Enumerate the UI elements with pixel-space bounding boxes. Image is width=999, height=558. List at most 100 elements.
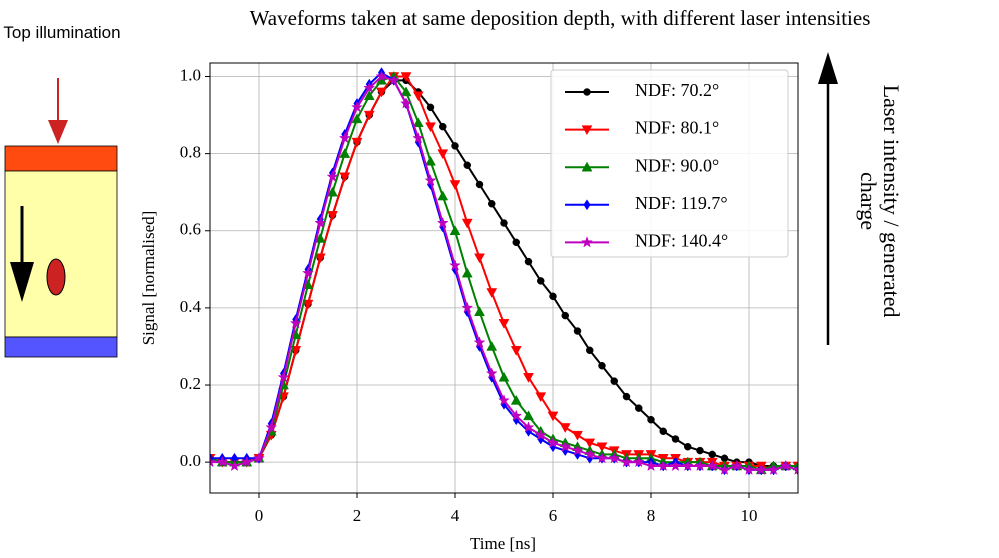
marker [706,459,719,472]
marker [534,428,547,441]
marker [461,301,474,313]
marker [474,306,485,316]
marker [524,257,533,266]
marker [314,216,327,229]
marker [363,90,375,101]
marker [277,371,290,383]
marker [338,131,351,144]
y-tick-label: 1.0 [180,65,201,84]
marker [659,427,667,436]
legend-marker [583,88,591,96]
marker [537,277,545,285]
plot-frame [209,62,799,494]
legend-marker [581,125,593,136]
marker [498,394,510,406]
marker [461,218,473,229]
marker [681,459,694,472]
marker [351,137,363,148]
marker [708,450,716,459]
marker [210,455,216,468]
marker [572,430,583,441]
marker [549,292,557,301]
marker [253,452,265,464]
marker [586,346,594,355]
marker [684,442,692,451]
marker [608,452,621,464]
marker [547,411,559,422]
marker [635,404,643,412]
marker [400,97,412,109]
legend-label: NDF: 90.0° [635,155,719,175]
legend-marker [583,199,591,211]
marker [473,336,486,348]
chart-title: Waveforms taken at same deposition depth… [250,6,871,30]
marker [622,392,631,401]
marker [598,361,606,370]
marker [314,253,326,264]
marker [510,346,522,356]
marker [451,142,459,150]
marker [375,70,388,82]
legend-label: NDF: 119.7° [635,193,728,213]
marker [510,394,522,405]
marker [596,442,608,453]
marker [523,410,534,421]
legend-marker [581,236,593,248]
marker [216,455,229,468]
marker [437,149,449,160]
series [210,70,798,475]
marker [696,446,704,455]
drift-arrow-head [10,262,34,302]
charge-cloud [46,258,66,296]
marker [425,155,436,166]
marker [561,311,569,320]
marker [326,170,339,182]
marker [400,86,412,97]
marker [400,72,412,83]
top-electrode [4,145,118,172]
marker [583,448,596,460]
marker [228,459,241,472]
marker [339,172,351,183]
marker [645,459,657,472]
marker [474,253,485,264]
marker [498,319,510,329]
y-tick-label: 0.8 [180,143,201,162]
marker [755,463,768,475]
marker [767,463,780,475]
marker [437,190,449,201]
marker [523,373,534,383]
marker [510,409,523,421]
marker [584,438,596,449]
marker [573,327,582,335]
y-tick-label: 0.6 [180,220,201,239]
marker [792,463,798,475]
y-tick-label: 0.4 [180,297,202,316]
marker [449,259,461,271]
marker [535,392,547,403]
intensity-arrow-head [818,52,838,84]
marker [424,174,437,186]
marker [571,444,584,456]
marker [671,435,680,443]
marker [302,299,314,310]
marker [475,180,484,189]
marker [522,421,535,433]
y-tick-label: 0.0 [180,451,201,470]
marker [730,459,743,472]
x-tick-label: 0 [255,506,264,525]
marker [559,440,572,452]
bulk [4,170,118,338]
marker [436,216,449,229]
marker [363,110,375,121]
marker [669,459,682,472]
legend-marker [581,161,593,172]
marker [412,117,424,128]
marker [694,459,706,472]
marker [339,148,351,158]
marker [620,455,633,468]
marker [412,91,424,102]
marker [485,367,498,379]
marker [596,452,608,464]
